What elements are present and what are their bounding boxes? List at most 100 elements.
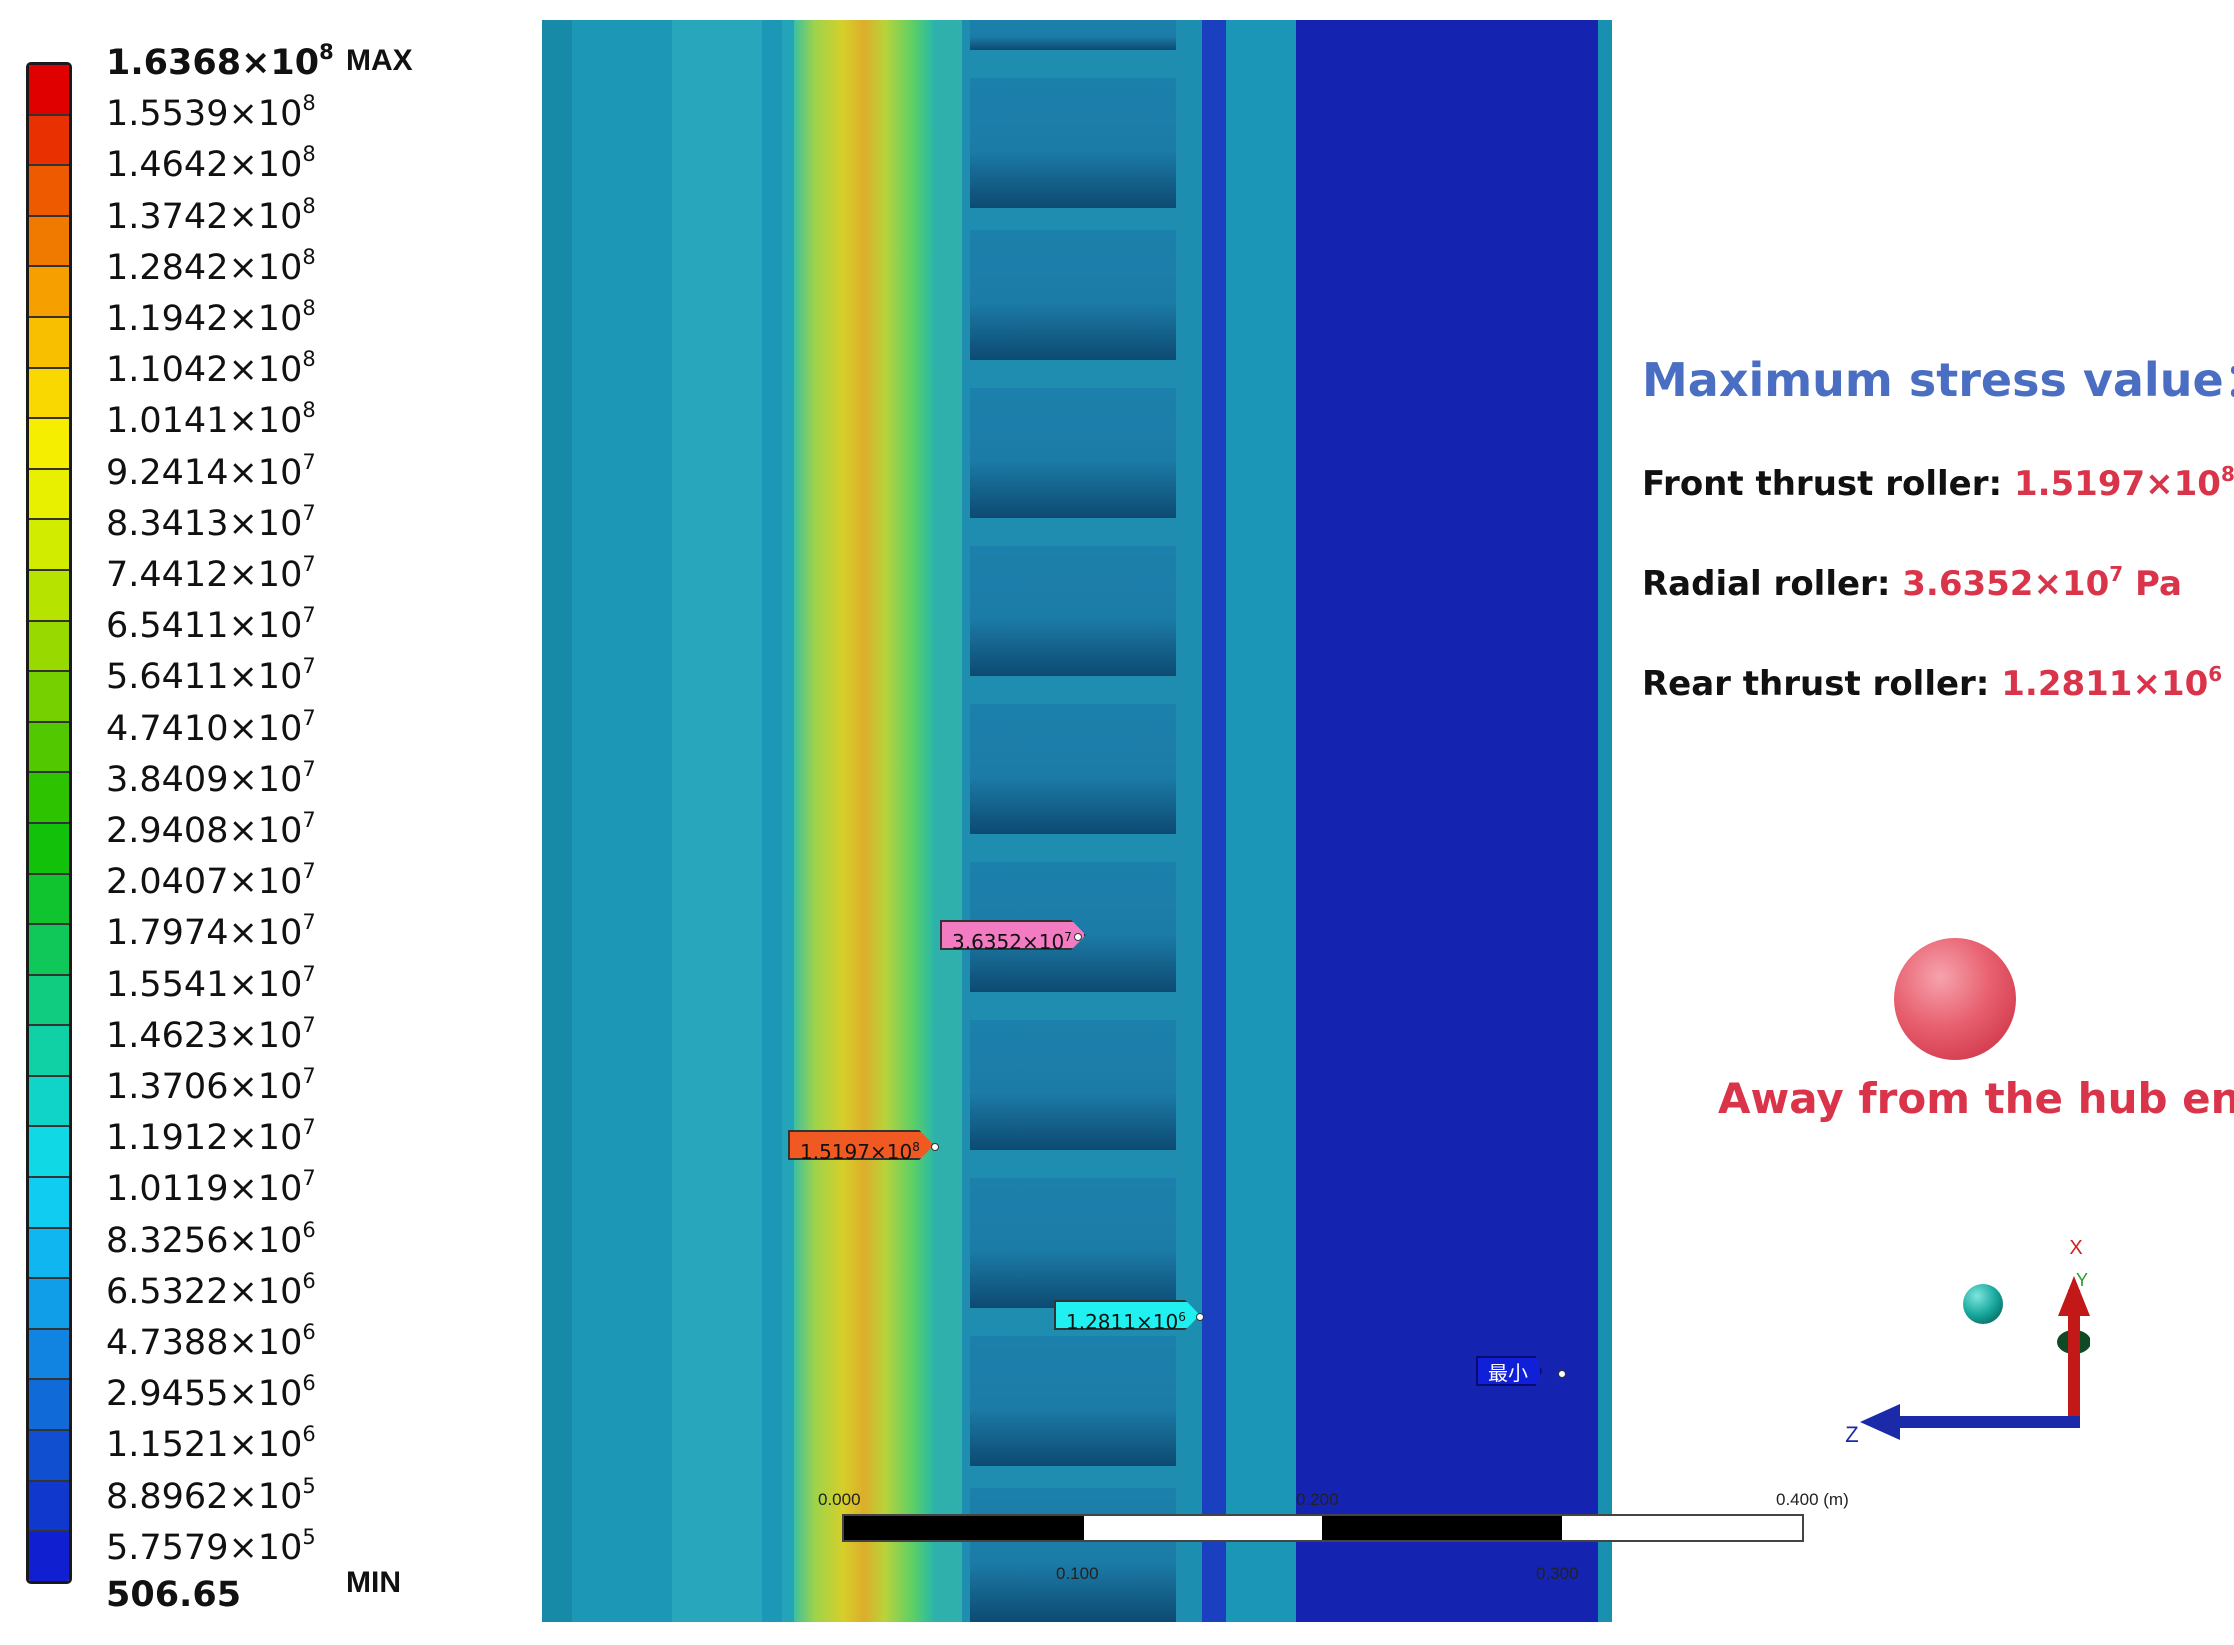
rear-thrust-roller-label: Rear thrust roller:: [1642, 664, 2002, 704]
legend-level-label: 1.0141×108: [106, 398, 316, 442]
triad-x-label: X: [2069, 1237, 2082, 1259]
probe-min-point: [1558, 1370, 1566, 1378]
probe-radial-point: [1074, 933, 1082, 941]
probe-rear-thrust-roller[interactable]: 1.2811×106: [1054, 1300, 1200, 1330]
legend-level-label: 8.3256×106: [106, 1217, 316, 1261]
rear-thrust-roller-exp: 6: [2208, 662, 2223, 686]
legend-band: [29, 65, 69, 116]
legend-max-tag: MAX: [346, 44, 413, 77]
legend-level-label: 6.5322×106: [106, 1268, 316, 1312]
legend-band: [29, 672, 69, 723]
legend-band: [29, 722, 69, 774]
legend-level-label: 6.5411×107: [106, 603, 316, 647]
legend-color-bar: [26, 62, 72, 1584]
coordinate-triad[interactable]: X Y Z: [1830, 1230, 2090, 1470]
scale-label-400: 0.400 (m): [1776, 1490, 1849, 1509]
legend-level-label: 1.1521×106: [106, 1422, 316, 1466]
legend-level-label: 1.2842×108: [106, 244, 316, 288]
triad-x-axis-icon: [2068, 1290, 2080, 1428]
legend-level-label: 5.7579×105: [106, 1524, 316, 1568]
legend-level-label: 4.7410×107: [106, 705, 316, 749]
contour-plot: [542, 20, 1612, 1622]
legend-level-label: 7.4412×107: [106, 552, 316, 595]
triad-z-label: Z: [1845, 1422, 1858, 1447]
triad-x-arrowhead-icon: [2058, 1276, 2090, 1316]
legend-band: [29, 115, 69, 167]
legend-level-label: 506.65: [106, 1575, 242, 1615]
roller-element: [970, 20, 1176, 50]
legend-band: [29, 520, 69, 571]
legend-band: [29, 1380, 69, 1432]
legend-level-label: 1.1912×107: [106, 1115, 316, 1159]
legend-band: [29, 925, 69, 976]
legend-band: [29, 267, 69, 318]
front-thrust-roller-label: Front thrust roller:: [1642, 464, 2014, 504]
legend-band: [29, 1127, 69, 1179]
roller-element: [970, 388, 1176, 518]
legend-band: [29, 1532, 69, 1581]
rear-thrust-roller-value: 1.2811: [2001, 664, 2133, 704]
roller-element: [970, 230, 1176, 360]
legend-level-label: 4.7388×106: [106, 1320, 316, 1363]
scale-bar-segment: [1322, 1516, 1562, 1540]
scale-bar-segment: [844, 1516, 1084, 1540]
probe-front-thrust-roller[interactable]: 1.5197×108: [788, 1130, 934, 1160]
legend-level-label: 3.8409×107: [106, 756, 316, 800]
radial-roller-unit: Pa: [2123, 564, 2182, 604]
legend-level-label: 1.1042×108: [106, 347, 316, 391]
legend-level-label: 2.0407×107: [106, 859, 316, 903]
legend-level-label: 1.4623×107: [106, 1012, 316, 1056]
legend-level-label: 9.2414×107: [106, 449, 316, 493]
radial-roller-value: 3.6352: [1902, 564, 2034, 604]
radial-roller-row: Radial roller: 3.6352×107 Pa: [1642, 562, 2182, 604]
rear-thrust-roller-unit: Pa: [2222, 664, 2234, 704]
legend-level-label: 2.9408×107: [106, 808, 316, 851]
legend-level-label: 2.9455×106: [106, 1371, 316, 1415]
hub-end-sphere-icon: [1894, 938, 2016, 1060]
rear-thrust-roller-row: Rear thrust roller: 1.2811×106 Pa: [1642, 662, 2234, 704]
legend-level-label: 1.5539×108: [106, 91, 316, 135]
legend-band: [29, 823, 69, 875]
legend-band: [29, 166, 69, 217]
legend-band: [29, 1481, 69, 1533]
probe-min[interactable]: 最小: [1476, 1356, 1542, 1386]
roller-element: [970, 78, 1176, 208]
legend-band: [29, 773, 69, 824]
roller-element: [970, 1178, 1176, 1308]
legend-band: [29, 1431, 69, 1482]
roller-element: [970, 1336, 1176, 1466]
front-thrust-roller-value: 1.5197: [2013, 464, 2146, 504]
legend-level-label: 5.6411×107: [106, 654, 316, 698]
legend-level-label: 1.3742×108: [106, 193, 316, 237]
probe-radial-roller[interactable]: 3.6352×107: [940, 920, 1086, 950]
legend-band: [29, 469, 69, 521]
legend-band: [29, 570, 69, 622]
probe-front-point: [931, 1143, 939, 1151]
legend-band: [29, 1228, 69, 1280]
scale-label-0: 0.000: [818, 1490, 861, 1509]
legend-band: [29, 874, 69, 926]
scale-label-100: 0.100: [1056, 1564, 1099, 1583]
legend-band: [29, 1178, 69, 1229]
legend-band: [29, 975, 69, 1027]
legend-band: [29, 621, 69, 673]
legend-band: [29, 1026, 69, 1077]
legend-level-label: 1.1942×108: [106, 296, 316, 339]
legend-level-label: 8.8962×105: [106, 1473, 316, 1517]
stress-contour-viewport[interactable]: 3.6352×107 1.5197×108 1.2811×106 最小: [542, 20, 1612, 1622]
legend-level-label: 1.6368×108: [106, 40, 334, 83]
roller-element: [970, 546, 1176, 676]
legend-level-label: 1.4642×108: [106, 142, 316, 186]
triad-z-arrowhead-icon: [1860, 1404, 1900, 1440]
legend-level-label: 8.3413×107: [106, 500, 316, 544]
legend-level-label: 1.3706×107: [106, 1064, 316, 1107]
triad-y-label: Y: [2076, 1270, 2088, 1290]
radial-roller-cages: [970, 20, 1176, 1622]
radial-roller-label: Radial roller:: [1642, 564, 1903, 604]
legend-band: [29, 419, 69, 470]
roller-element: [970, 704, 1176, 834]
roller-element: [970, 1488, 1176, 1622]
legend-band: [29, 317, 69, 369]
triad-z-axis-icon: [1886, 1416, 2080, 1428]
front-thrust-roller-exp: 8: [2220, 462, 2234, 486]
